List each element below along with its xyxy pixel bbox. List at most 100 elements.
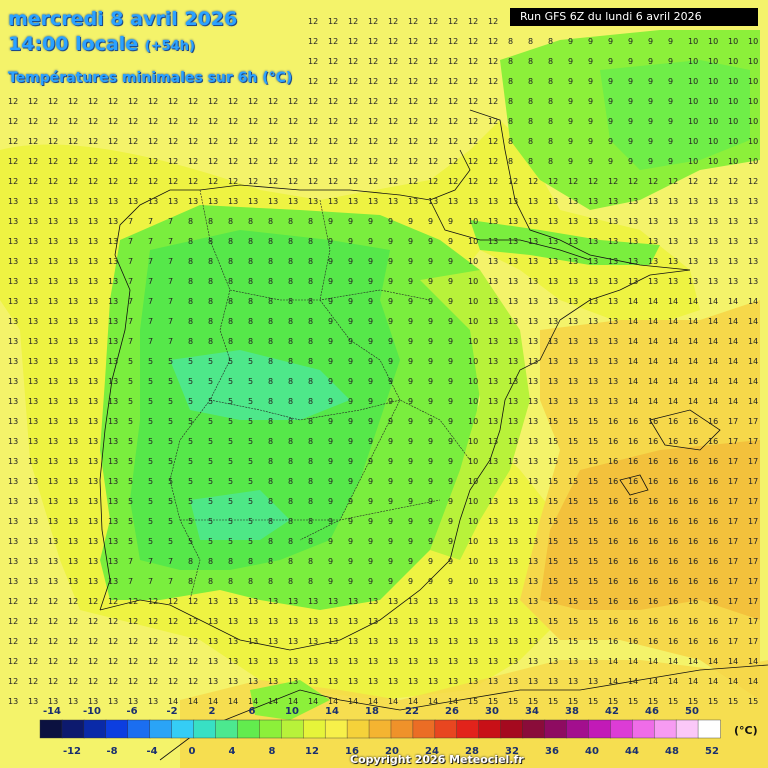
grid-value: 13 [108, 497, 118, 506]
grid-value: 13 [528, 437, 538, 446]
grid-value: 13 [548, 337, 558, 346]
grid-value: 8 [308, 317, 313, 326]
grid-value: 15 [568, 477, 578, 486]
grid-value: 15 [588, 417, 598, 426]
grid-value: 8 [248, 317, 253, 326]
grid-value: 9 [368, 257, 373, 266]
grid-value: 12 [48, 97, 58, 106]
grid-value: 13 [108, 237, 118, 246]
grid-value: 9 [628, 97, 633, 106]
grid-value: 14 [668, 657, 678, 666]
grid-value: 13 [468, 637, 478, 646]
grid-value: 9 [328, 317, 333, 326]
grid-value: 5 [248, 397, 253, 406]
grid-value: 16 [708, 417, 718, 426]
grid-value: 12 [408, 17, 418, 26]
grid-value: 12 [228, 97, 238, 106]
grid-value: 12 [428, 157, 438, 166]
grid-value: 8 [268, 437, 273, 446]
grid-value: 14 [668, 357, 678, 366]
grid-value: 10 [708, 117, 718, 126]
grid-value: 13 [308, 677, 318, 686]
grid-value: 9 [328, 517, 333, 526]
grid-value: 12 [268, 157, 278, 166]
grid-value: 13 [508, 657, 518, 666]
grid-value: 13 [408, 597, 418, 606]
grid-value: 5 [208, 357, 213, 366]
grid-value: 15 [588, 637, 598, 646]
grid-value: 8 [288, 317, 293, 326]
grid-value: 12 [388, 77, 398, 86]
grid-value: 14 [688, 337, 698, 346]
grid-value: 13 [88, 297, 98, 306]
grid-value: 13 [368, 637, 378, 646]
grid-value: 15 [568, 697, 578, 706]
grid-value: 12 [308, 57, 318, 66]
grid-value: 12 [48, 137, 58, 146]
grid-value: 10 [468, 317, 478, 326]
grid-value: 8 [528, 157, 533, 166]
legend-swatch [653, 719, 677, 739]
grid-value: 16 [648, 597, 658, 606]
grid-value: 13 [8, 517, 18, 526]
grid-value: 13 [488, 437, 498, 446]
grid-value: 13 [48, 397, 58, 406]
legend-bottom-label: 0 [189, 746, 196, 757]
grid-value: 13 [608, 197, 618, 206]
grid-value: 15 [548, 437, 558, 446]
grid-value: 15 [548, 617, 558, 626]
run-label: Run GFS 6Z du lundi 6 avril 2026 [510, 8, 758, 26]
grid-value: 13 [48, 317, 58, 326]
grid-value: 12 [88, 597, 98, 606]
grid-value: 5 [128, 437, 133, 446]
variable-title: Températures minimales sur 6h (°C) [8, 70, 293, 86]
grid-value: 8 [268, 357, 273, 366]
grid-value: 13 [88, 337, 98, 346]
grid-value: 13 [8, 457, 18, 466]
grid-value: 13 [508, 277, 518, 286]
grid-value: 12 [308, 17, 318, 26]
grid-value: 9 [388, 377, 393, 386]
grid-value: 10 [728, 117, 738, 126]
grid-value: 9 [448, 257, 453, 266]
grid-value: 13 [308, 617, 318, 626]
grid-value: 13 [8, 277, 18, 286]
grid-value: 12 [68, 157, 78, 166]
grid-value: 9 [368, 437, 373, 446]
grid-value: 13 [488, 357, 498, 366]
grid-value: 9 [648, 97, 653, 106]
grid-value: 14 [188, 697, 198, 706]
grid-value: 12 [248, 157, 258, 166]
grid-value: 9 [428, 317, 433, 326]
grid-value: 8 [208, 297, 213, 306]
grid-value: 9 [328, 297, 333, 306]
grid-value: 9 [368, 497, 373, 506]
grid-value: 13 [328, 197, 338, 206]
grid-value: 5 [188, 377, 193, 386]
grid-value: 13 [108, 257, 118, 266]
grid-value: 12 [528, 177, 538, 186]
grid-value: 5 [168, 477, 173, 486]
grid-value: 9 [448, 477, 453, 486]
grid-value: 16 [648, 497, 658, 506]
grid-value: 10 [728, 77, 738, 86]
grid-value: 8 [248, 277, 253, 286]
grid-value: 13 [528, 257, 538, 266]
grid-value: 10 [728, 97, 738, 106]
grid-value: 13 [408, 637, 418, 646]
grid-value: 9 [588, 97, 593, 106]
grid-value: 13 [588, 397, 598, 406]
grid-value: 12 [208, 137, 218, 146]
grid-value: 13 [108, 557, 118, 566]
grid-value: 12 [308, 117, 318, 126]
grid-value: 12 [8, 117, 18, 126]
grid-value: 13 [448, 657, 458, 666]
grid-value: 12 [8, 617, 18, 626]
grid-value: 12 [108, 617, 118, 626]
grid-value: 12 [108, 657, 118, 666]
grid-value: 7 [128, 557, 133, 566]
grid-value: 13 [108, 577, 118, 586]
grid-value: 10 [708, 37, 718, 46]
grid-value: 15 [588, 477, 598, 486]
legend-top-label: 30 [485, 706, 499, 717]
